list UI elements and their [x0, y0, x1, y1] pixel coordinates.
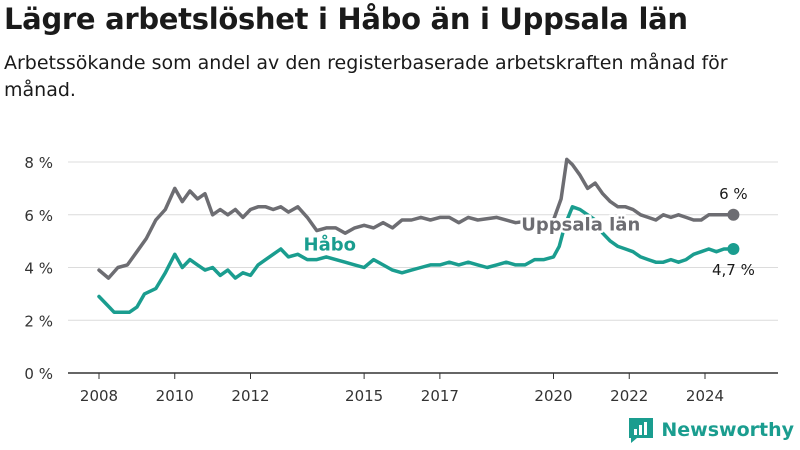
series-line-uppsala-län	[97, 157, 736, 280]
x-tick-label: 2012	[231, 387, 269, 405]
x-tick-label: 2017	[421, 387, 459, 405]
series-label: Håbo	[304, 233, 356, 255]
x-tick-label: 2024	[686, 387, 724, 405]
y-tick-label: 8 %	[24, 154, 53, 172]
series-line-håbo	[97, 205, 736, 315]
chart-title: Lägre arbetslöshet i Håbo än i Uppsala l…	[4, 2, 688, 36]
y-tick-label: 0 %	[24, 365, 53, 383]
y-tick-label: 4 %	[24, 260, 53, 278]
end-point-uppsala-län	[727, 208, 740, 221]
series-label: Uppsala län	[521, 215, 640, 236]
chart-subtitle: Arbetssökande som andel av den registerb…	[4, 52, 728, 101]
x-tick-label: 2020	[534, 387, 572, 405]
y-tick-label: 2 %	[24, 312, 53, 330]
x-tick-label: 2022	[610, 387, 648, 405]
brand-name: Newsworthy	[661, 419, 794, 441]
newsworthy-logo-icon	[629, 418, 654, 443]
y-tick-label: 6 %	[24, 207, 53, 225]
x-tick-label: 2015	[345, 387, 383, 405]
end-value-label: 4,7 %	[712, 261, 755, 279]
x-tick-label: 2010	[156, 387, 194, 405]
end-value-label: 6 %	[719, 185, 748, 203]
series-label-halo: Håbo	[304, 233, 356, 255]
x-tick-label: 2008	[80, 387, 118, 405]
series-label-halo: Uppsala län	[521, 215, 640, 236]
brand-logo: Newsworthy	[627, 416, 794, 444]
end-point-håbo	[727, 243, 740, 256]
